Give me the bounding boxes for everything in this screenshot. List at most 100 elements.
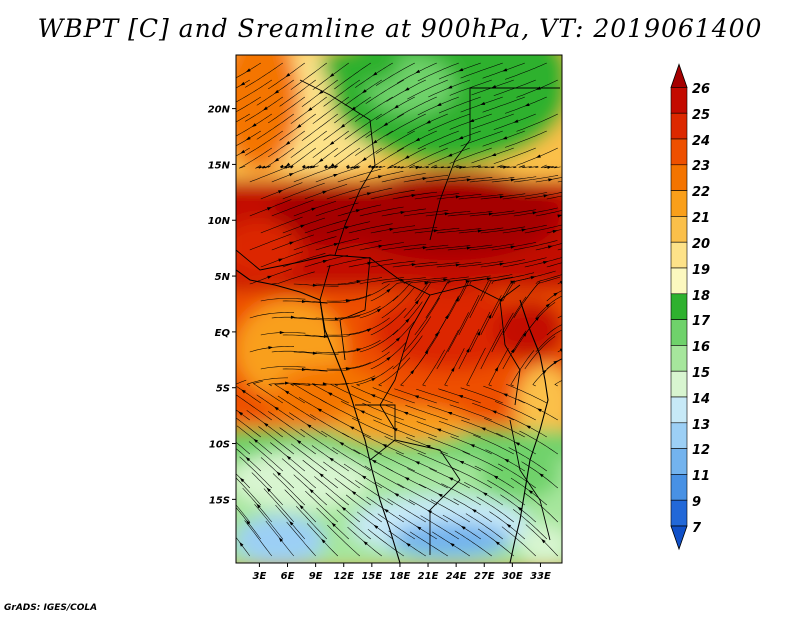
streamline [449, 404, 492, 421]
streamline [282, 334, 328, 338]
streamline [249, 233, 292, 251]
streamline-arrow [268, 346, 274, 350]
streamline [236, 113, 250, 123]
colorbar-label: 13 [692, 418, 710, 433]
streamline [425, 281, 451, 319]
colorbar-label: 25 [692, 108, 710, 123]
streamline [428, 437, 470, 455]
streamline [460, 62, 503, 79]
streamline-arrow [240, 149, 246, 154]
streamline-arrow [557, 214, 562, 218]
colorbar-label: 18 [692, 289, 710, 304]
streamline-arrow [378, 244, 384, 248]
streamline [319, 399, 360, 421]
streamline-arrow [273, 406, 279, 411]
streamline-arrow [366, 192, 372, 196]
streamline [407, 147, 448, 168]
streamline [260, 216, 303, 234]
streamline-arrow [411, 194, 417, 198]
streamline [348, 351, 390, 370]
lon-label: 15E [361, 571, 382, 582]
streamline-arrow [525, 425, 531, 429]
colorbar-swatch [670, 474, 688, 501]
streamline [334, 130, 371, 158]
colorbar-label: 20 [692, 237, 710, 252]
streamline-arrow [239, 541, 244, 547]
streamline-arrow [372, 71, 378, 76]
streamline [458, 194, 504, 200]
streamline [304, 300, 350, 303]
streamline [513, 175, 559, 183]
coastline [236, 269, 549, 563]
streamline-arrow [373, 524, 379, 529]
streamline [422, 349, 445, 387]
streamline [239, 147, 272, 169]
streamline-arrow [356, 279, 362, 284]
streamline [381, 243, 427, 251]
streamline-arrow [499, 195, 505, 199]
streamline [417, 130, 459, 150]
streamline [420, 515, 459, 540]
streamline [355, 480, 393, 506]
streamline-arrow [424, 349, 429, 355]
streamline-arrow [289, 520, 294, 526]
colorbar-label: 11 [692, 469, 710, 484]
streamline-arrow [404, 87, 410, 91]
streamline-arrow [480, 101, 486, 105]
streamline-arrow [278, 190, 283, 194]
streamline [344, 113, 382, 140]
streamline [236, 417, 261, 438]
streamline-arrow [306, 424, 312, 429]
streamline-arrow [290, 315, 296, 319]
streamline [236, 394, 272, 421]
streamline-arrow [535, 154, 541, 158]
streamline [519, 430, 558, 455]
streamline [249, 312, 295, 319]
streamline-arrow [510, 348, 515, 354]
streamline [323, 461, 360, 489]
colorbar-swatch [670, 448, 688, 475]
streamline [289, 147, 316, 169]
streamline-arrow [437, 493, 443, 498]
streamline [337, 168, 381, 183]
streamline-arrow [404, 155, 410, 159]
streamline [516, 113, 558, 132]
latitude-labels: 20N 15N 10N 5N EQ 5S 10S 15S [208, 105, 236, 506]
streamline [290, 130, 327, 158]
streamline-arrow [443, 278, 449, 282]
streamline-arrow [284, 390, 290, 395]
colorbar-swatch [670, 370, 688, 398]
streamline [365, 79, 404, 104]
streamline-arrow [245, 68, 251, 73]
streamline [535, 329, 562, 353]
streamline [436, 329, 459, 370]
streamline-arrow [300, 224, 306, 228]
streamline-arrow [366, 328, 372, 333]
streamline-arrow [316, 408, 322, 412]
streamline [493, 147, 536, 164]
streamline-arrow [266, 487, 271, 492]
streamline [362, 402, 404, 421]
streamline-arrow [349, 426, 355, 430]
streamline-arrow [239, 477, 245, 483]
streamline [304, 368, 350, 371]
streamline-arrow [363, 540, 368, 546]
streamline [323, 79, 360, 107]
lat-label: 20N [208, 105, 231, 116]
colorbar-swatch [670, 87, 688, 114]
streamline [314, 476, 349, 506]
streamline [396, 96, 437, 118]
streamline [557, 281, 562, 285]
streamline [293, 165, 336, 183]
streamline-arrow [278, 258, 284, 262]
streamline [236, 504, 251, 523]
streamline-arrow [340, 123, 346, 128]
streamline-arrow [415, 137, 421, 142]
streamline-arrow [547, 245, 553, 249]
streamline [367, 528, 404, 557]
streamline-arrow [383, 122, 389, 127]
streamline [505, 130, 547, 148]
streamline [462, 451, 503, 472]
streamline-arrow [538, 473, 544, 478]
streamline-arrow [289, 173, 294, 177]
